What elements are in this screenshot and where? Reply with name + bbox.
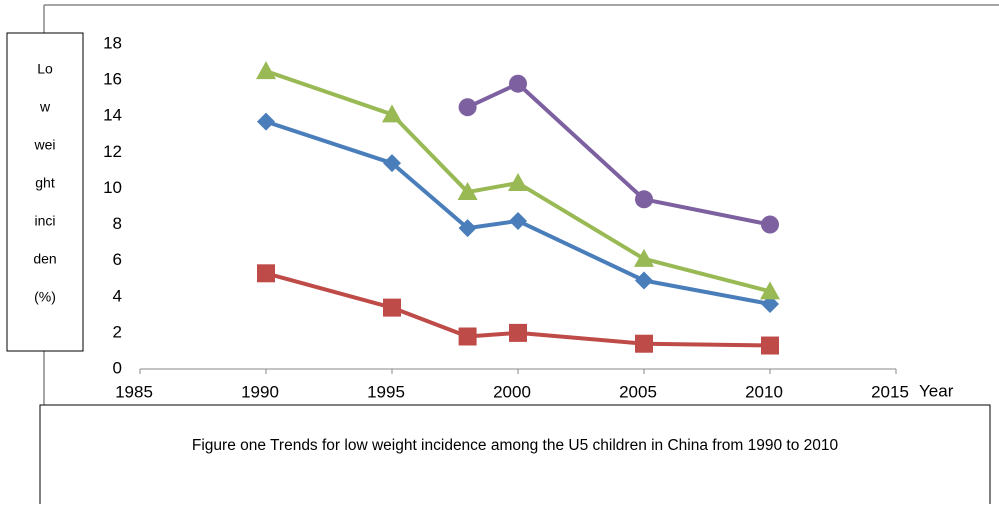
y-axis-label: Lo w wei ght inci den (%) — [33, 61, 56, 305]
marker — [761, 336, 779, 355]
marker — [634, 248, 654, 267]
x-tick-label: 2005 — [619, 382, 657, 401]
y-label-line: w — [39, 99, 51, 115]
marker — [635, 334, 653, 353]
series — [257, 112, 779, 313]
series-line — [265, 271, 771, 348]
y-label-line: (%) — [34, 289, 56, 305]
y-label-line: wei — [33, 137, 55, 153]
marker — [761, 215, 779, 234]
y-label-line: inci — [34, 213, 55, 229]
y-tick-label: 16 — [103, 70, 122, 89]
y-tick-label: 8 — [113, 214, 122, 233]
y-tick-label: 0 — [113, 358, 122, 377]
marker — [761, 295, 779, 313]
y-tick-label: 18 — [103, 33, 122, 52]
marker — [508, 173, 528, 192]
x-tick-label: 1995 — [367, 382, 405, 401]
series — [257, 264, 779, 355]
x-tick-label: 1985 — [115, 382, 153, 401]
series-line — [466, 81, 771, 227]
marker — [383, 298, 401, 317]
x-tick-label: 2000 — [493, 382, 531, 401]
marker — [760, 281, 780, 300]
series-line — [265, 119, 771, 306]
marker — [635, 190, 653, 209]
marker — [457, 182, 478, 201]
caption-box — [39, 404, 991, 509]
marker — [383, 154, 401, 173]
plot-area: 0 2 4 6 8 10 12 14 16 18 1985 1990 1995 2000 2005 2010 2… — [103, 33, 954, 401]
y-tick-label: 12 — [103, 142, 122, 161]
caption: Figure one Trends for low weight inciden… — [192, 437, 839, 454]
series — [458, 74, 779, 234]
marker — [257, 264, 275, 283]
x-axis-label: Year — [919, 381, 954, 400]
marker — [458, 219, 477, 238]
series-line — [265, 69, 771, 294]
marker — [382, 104, 402, 123]
y-label-box — [6, 32, 84, 352]
x-tick-label: 1990 — [241, 382, 279, 401]
marker — [635, 271, 653, 290]
marker — [256, 61, 276, 80]
y-tick-label: 14 — [103, 106, 122, 125]
y-tick-label: 6 — [113, 250, 122, 269]
y-label-line: Lo — [37, 61, 53, 77]
marker — [458, 98, 477, 117]
x-tick-label: 2010 — [745, 382, 783, 401]
series — [256, 61, 780, 300]
marker — [458, 327, 477, 346]
y-label-line: ght — [35, 175, 55, 191]
y-tick-label: 2 — [113, 322, 122, 341]
y-tick-label: 4 — [113, 286, 122, 305]
marker — [257, 112, 275, 131]
y-tick-label: 10 — [103, 178, 122, 197]
marker — [509, 74, 527, 93]
marker — [509, 211, 527, 230]
x-tick-label: 2015 — [871, 382, 909, 401]
y-label-line: den — [33, 251, 56, 267]
marker — [509, 323, 527, 342]
